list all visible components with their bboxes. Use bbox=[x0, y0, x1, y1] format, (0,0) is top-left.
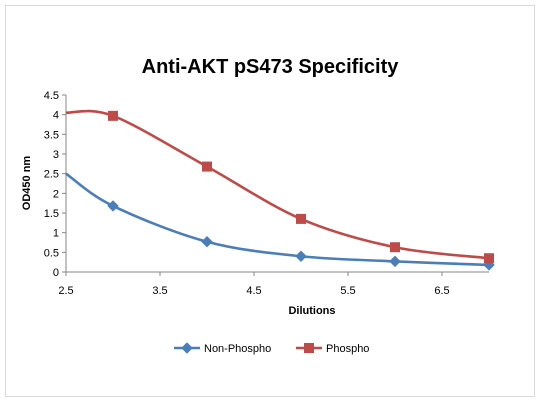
data-point-phospho bbox=[484, 253, 494, 264]
data-point-non-phospho bbox=[389, 255, 401, 268]
x-tick-label: 2.5 bbox=[58, 285, 73, 297]
y-tick-label: 0 bbox=[53, 267, 59, 279]
series-line-phospho bbox=[65, 109, 490, 260]
data-point-phospho bbox=[202, 161, 212, 172]
y-tick-label: 2 bbox=[53, 188, 59, 200]
data-point-non-phospho bbox=[107, 200, 119, 212]
series-layer bbox=[65, 109, 495, 271]
legend-item-phospho: Phospho bbox=[296, 343, 369, 355]
x-axis-label: Dilutions bbox=[288, 305, 335, 317]
y-tick-label: 4.5 bbox=[44, 90, 59, 102]
y-tick-label: 0.5 bbox=[44, 247, 59, 259]
plot-area: 0 0.5 1 1.5 2 2.5 3 3.5 4 4.5 2.5 3.5 4.5 5.5 6.5 bbox=[44, 90, 495, 297]
x-tick-label: 4.5 bbox=[246, 285, 261, 297]
chart-frame bbox=[5, 5, 535, 397]
data-point-non-phospho bbox=[201, 236, 213, 248]
data-point-phospho bbox=[108, 110, 118, 121]
x-tick-label: 5.5 bbox=[340, 285, 355, 297]
legend-label: Non-Phospho bbox=[204, 343, 271, 355]
data-point-phospho bbox=[296, 213, 306, 224]
legend-swatch-marker bbox=[181, 342, 193, 354]
legend: Non-Phospho Phospho bbox=[174, 342, 369, 355]
y-tick-label: 1.5 bbox=[44, 208, 59, 220]
data-point-phospho bbox=[390, 242, 400, 253]
y-tick-label: 1 bbox=[53, 228, 59, 240]
legend-swatch-marker bbox=[304, 343, 314, 353]
x-tick-label: 6.5 bbox=[434, 285, 449, 297]
legend-item-non-phospho: Non-Phospho bbox=[174, 342, 271, 355]
y-tick-label: 4 bbox=[53, 110, 59, 122]
data-point-non-phospho bbox=[295, 250, 307, 262]
axis-ticks: 0 0.5 1 1.5 2 2.5 3 3.5 4 4.5 2.5 3.5 4.5 5.5 6.5 bbox=[44, 90, 450, 297]
series-phospho bbox=[65, 109, 494, 264]
chart-title: Anti-AKT pS473 Specificity bbox=[142, 56, 400, 78]
x-tick-label: 3.5 bbox=[152, 285, 167, 297]
y-tick-label: 3.5 bbox=[44, 129, 59, 141]
y-tick-label: 2.5 bbox=[44, 169, 59, 181]
y-axis-label: OD450 nm bbox=[21, 156, 33, 211]
y-tick-label: 3 bbox=[53, 149, 59, 161]
series-non-phospho bbox=[65, 172, 495, 271]
legend-label: Phospho bbox=[326, 343, 369, 355]
